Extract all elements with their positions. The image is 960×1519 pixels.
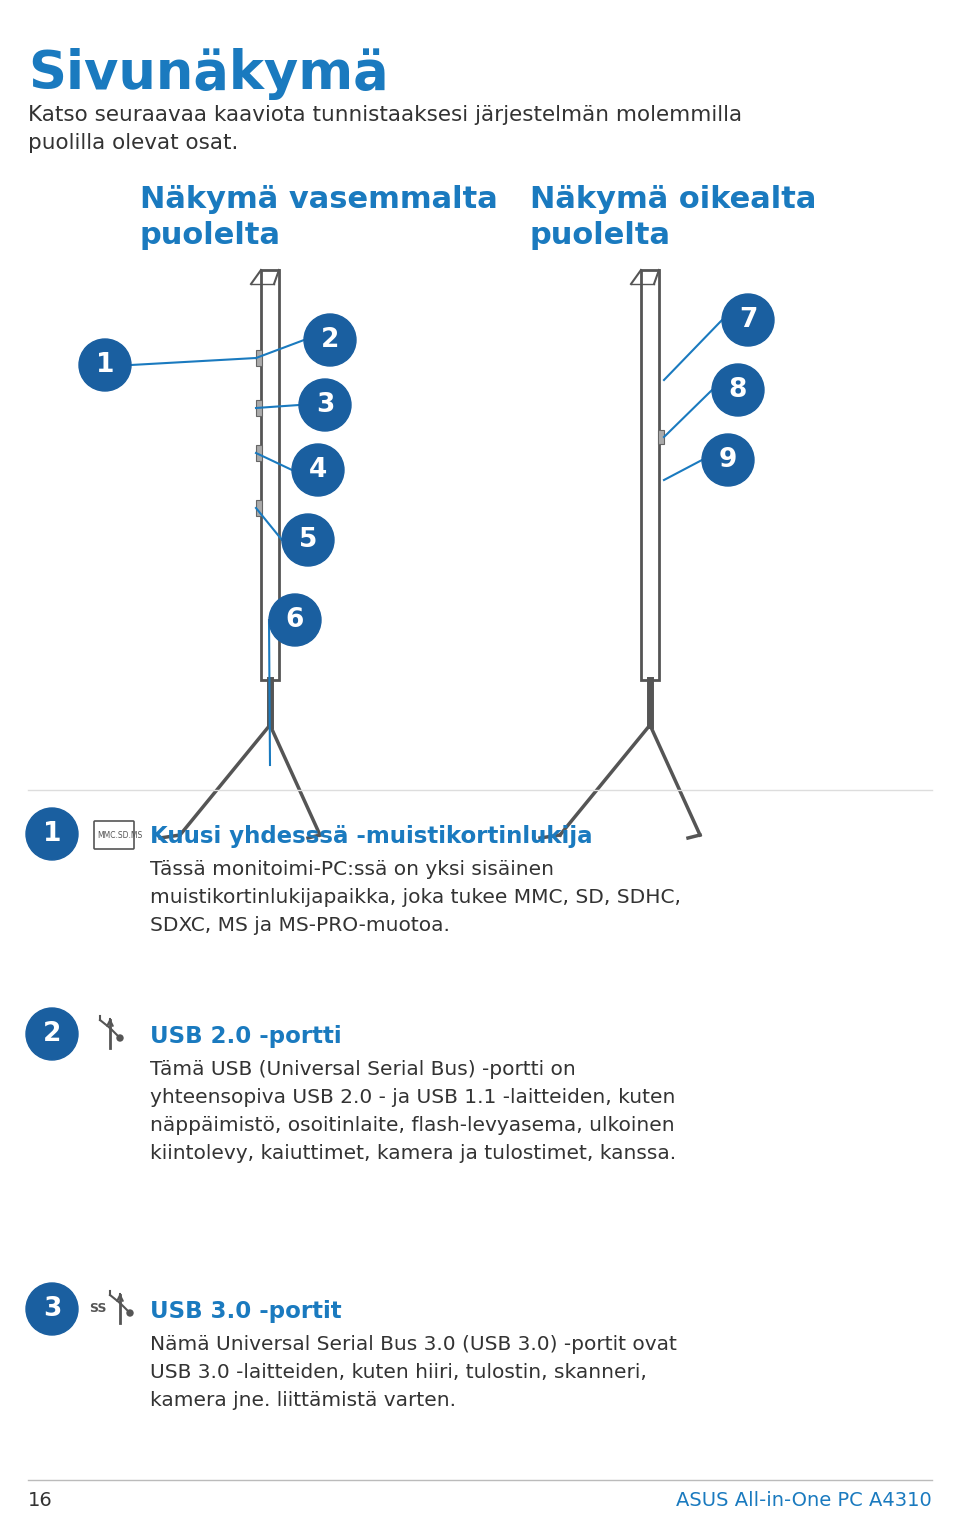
Text: Tässä monitoimi-PC:ssä on yksi sisäinen
muistikortinlukijapaikka, joka tukee MMC: Tässä monitoimi-PC:ssä on yksi sisäinen … (150, 860, 681, 936)
Circle shape (26, 808, 78, 860)
Text: Kuusi yhdesssä -muistikortinlukija: Kuusi yhdesssä -muistikortinlukija (150, 825, 592, 848)
Text: SS: SS (89, 1302, 107, 1315)
Text: 16: 16 (28, 1490, 53, 1510)
Bar (261, 270, 279, 681)
Circle shape (292, 444, 344, 497)
Bar (641, 270, 659, 681)
Text: Tämä USB (Universal Serial Bus) -portti on
yhteensopiva USB 2.0 - ja USB 1.1 -la: Tämä USB (Universal Serial Bus) -portti … (150, 1060, 676, 1164)
Circle shape (127, 1309, 133, 1315)
Text: Katso seuraavaa kaaviota tunnistaaksesi järjestelmän molemmilla
puolilla olevat : Katso seuraavaa kaaviota tunnistaaksesi … (28, 105, 742, 153)
Circle shape (269, 594, 321, 646)
Circle shape (702, 434, 754, 486)
Text: USB 2.0 -portti: USB 2.0 -portti (150, 1025, 342, 1048)
Text: 1: 1 (43, 820, 61, 848)
Text: 7: 7 (739, 307, 757, 333)
Text: MMC.SD.MS: MMC.SD.MS (97, 831, 142, 840)
Circle shape (304, 314, 356, 366)
Text: USB 3.0 -portit: USB 3.0 -portit (150, 1300, 342, 1323)
Text: Näkymä oikealta
puolelta: Näkymä oikealta puolelta (530, 185, 816, 251)
Circle shape (282, 513, 334, 567)
Bar (256, 399, 262, 416)
Text: 5: 5 (299, 527, 317, 553)
Circle shape (299, 380, 351, 431)
Text: 9: 9 (719, 447, 737, 472)
Circle shape (117, 1034, 123, 1041)
Text: 4: 4 (309, 457, 327, 483)
Text: ASUS All-in-One PC A4310: ASUS All-in-One PC A4310 (676, 1490, 932, 1510)
Text: Sivunäkymä: Sivunäkymä (28, 49, 389, 100)
Circle shape (26, 1009, 78, 1060)
Text: 3: 3 (316, 392, 334, 418)
Bar (256, 500, 262, 516)
Bar (256, 445, 262, 460)
Circle shape (26, 1284, 78, 1335)
Text: 2: 2 (321, 327, 339, 352)
Bar (658, 430, 664, 444)
Bar (256, 349, 262, 366)
Circle shape (712, 365, 764, 416)
Text: 3: 3 (43, 1296, 61, 1322)
Text: Nämä Universal Serial Bus 3.0 (USB 3.0) -portit ovat
USB 3.0 -laitteiden, kuten : Nämä Universal Serial Bus 3.0 (USB 3.0) … (150, 1335, 677, 1410)
Text: 6: 6 (286, 608, 304, 633)
Circle shape (79, 339, 131, 390)
Text: 1: 1 (96, 352, 114, 378)
Circle shape (722, 295, 774, 346)
Text: 8: 8 (729, 377, 747, 403)
Text: 2: 2 (43, 1021, 61, 1047)
Text: Näkymä vasemmalta
puolelta: Näkymä vasemmalta puolelta (140, 185, 497, 251)
